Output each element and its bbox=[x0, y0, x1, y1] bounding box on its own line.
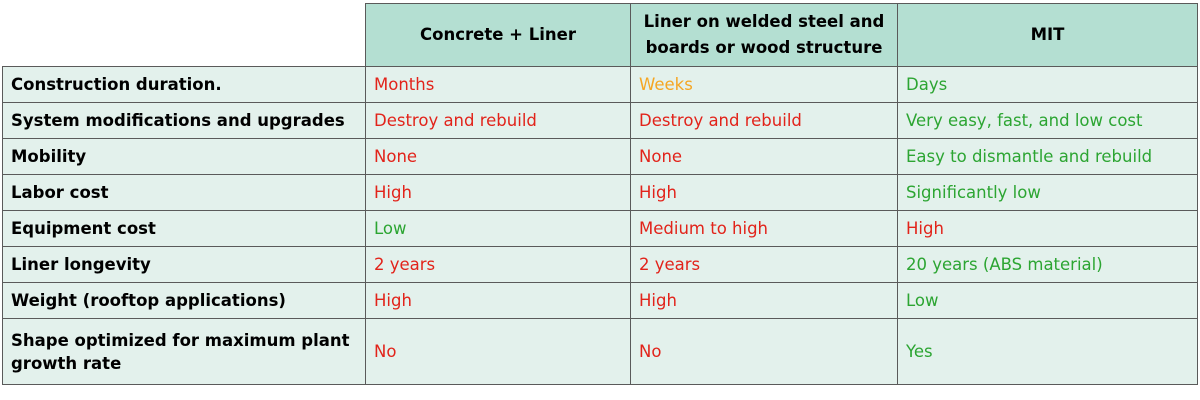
table-cell: Medium to high bbox=[630, 210, 898, 247]
row-label: Labor cost bbox=[2, 174, 366, 211]
table-cell: Low bbox=[365, 210, 631, 247]
table-cell: 20 years (ABS material) bbox=[897, 246, 1198, 283]
table-row: System modifications and upgrades Destroy… bbox=[2, 102, 1198, 139]
table-cell: None bbox=[365, 138, 631, 175]
comparison-table: Concrete + Liner Liner on welded steel an… bbox=[2, 3, 1198, 385]
table-cell: None bbox=[630, 138, 898, 175]
table-cell: Months bbox=[365, 66, 631, 103]
table-cell: 2 years bbox=[630, 246, 898, 283]
table-cell: High bbox=[365, 174, 631, 211]
table-cell: Significantly low bbox=[897, 174, 1198, 211]
table-cell: Very easy, fast, and low cost bbox=[897, 102, 1198, 139]
table-cell: Days bbox=[897, 66, 1198, 103]
row-label: Mobility bbox=[2, 138, 366, 175]
corner-cell bbox=[2, 3, 366, 67]
table-cell: No bbox=[365, 318, 631, 385]
column-header: Concrete + Liner bbox=[365, 3, 631, 67]
table-cell: Destroy and rebuild bbox=[630, 102, 898, 139]
table-row: Weight (rooftop applications) High High Low bbox=[2, 282, 1198, 319]
row-label: System modifications and upgrades bbox=[2, 102, 366, 139]
row-label: Weight (rooftop applications) bbox=[2, 282, 366, 319]
table-cell: 2 years bbox=[365, 246, 631, 283]
table-row: Construction duration. Months Weeks Days bbox=[2, 66, 1198, 103]
row-label: Equipment cost bbox=[2, 210, 366, 247]
table-row: Shape optimized for maximum plant growth… bbox=[2, 318, 1198, 385]
table-cell: High bbox=[630, 282, 898, 319]
row-label: Liner longevity bbox=[2, 246, 366, 283]
column-header: MIT bbox=[897, 3, 1198, 67]
table-cell: High bbox=[897, 210, 1198, 247]
table-cell: High bbox=[630, 174, 898, 211]
table-cell: Yes bbox=[897, 318, 1198, 385]
header-row: Concrete + Liner Liner on welded steel an… bbox=[2, 3, 1198, 67]
table-cell: Destroy and rebuild bbox=[365, 102, 631, 139]
table-cell: Weeks bbox=[630, 66, 898, 103]
table-cell: Low bbox=[897, 282, 1198, 319]
table-row: Labor cost High High Significantly low bbox=[2, 174, 1198, 211]
column-header: Liner on welded steel and boards or wood… bbox=[630, 3, 898, 67]
table-body: Construction duration. Months Weeks Days Sys… bbox=[2, 66, 1198, 385]
row-label: Shape optimized for maximum plant growth… bbox=[2, 318, 366, 385]
table-cell: High bbox=[365, 282, 631, 319]
row-label: Construction duration. bbox=[2, 66, 366, 103]
table-cell: No bbox=[630, 318, 898, 385]
table-row: Equipment cost Low Medium to high High bbox=[2, 210, 1198, 247]
table-row: Liner longevity 2 years 2 years 20 years (A… bbox=[2, 246, 1198, 283]
table-row: Mobility None None Easy to dismantle and re… bbox=[2, 138, 1198, 175]
table-cell: Easy to dismantle and rebuild bbox=[897, 138, 1198, 175]
